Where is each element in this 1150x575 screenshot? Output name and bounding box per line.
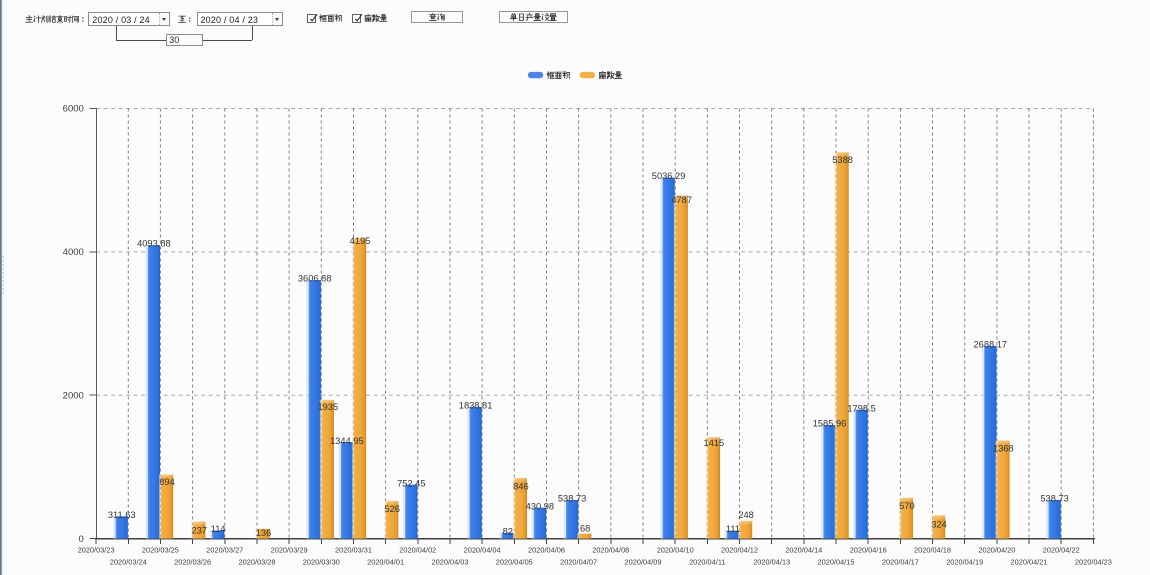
svg-text:1838.81: 1838.81: [459, 400, 493, 410]
svg-text:538.73: 538.73: [1040, 494, 1068, 504]
svg-text:3606.88: 3606.88: [298, 274, 332, 284]
svg-text:4093.88: 4093.88: [137, 239, 171, 249]
svg-text:2020/04/03: 2020/04/03: [432, 557, 469, 566]
svg-text:2020/04/04: 2020/04/04: [464, 545, 501, 554]
svg-text:894: 894: [159, 477, 175, 487]
svg-text:2020/04/12: 2020/04/12: [721, 545, 758, 554]
svg-text:846: 846: [513, 482, 529, 492]
svg-text:2020/03/27: 2020/03/27: [206, 545, 243, 554]
svg-text:1935: 1935: [317, 402, 338, 412]
svg-text:4787: 4787: [671, 195, 692, 205]
svg-text:136: 136: [256, 528, 272, 538]
svg-text:82: 82: [503, 526, 513, 536]
svg-text:111: 111: [726, 524, 740, 534]
svg-text:1585.96: 1585.96: [813, 419, 847, 429]
svg-text:526: 526: [384, 504, 400, 514]
svg-text:2020/04/13: 2020/04/13: [753, 557, 790, 566]
svg-text:2020/03/23: 2020/03/23: [78, 545, 115, 554]
svg-text:2020/04/21: 2020/04/21: [1011, 557, 1048, 566]
svg-text:752.45: 752.45: [397, 478, 425, 488]
svg-text:324: 324: [931, 520, 947, 530]
svg-text:2020/04/11: 2020/04/11: [689, 557, 725, 566]
svg-text:2020/04/23: 2020/04/23: [1075, 557, 1112, 566]
svg-text:570: 570: [899, 501, 915, 511]
svg-text:114: 114: [211, 524, 226, 534]
svg-text:248: 248: [738, 510, 754, 520]
svg-text:5036.29: 5036.29: [652, 171, 686, 181]
svg-text:2020/04/05: 2020/04/05: [496, 557, 533, 566]
svg-text:2020/03/30: 2020/03/30: [303, 557, 340, 566]
svg-text:2020/04/08: 2020/04/08: [592, 545, 629, 554]
svg-text:68: 68: [580, 523, 590, 533]
svg-text:430.98: 430.98: [526, 501, 554, 511]
svg-text:2020/04/01: 2020/04/01: [367, 557, 404, 566]
svg-text:4195: 4195: [350, 236, 371, 246]
svg-text:2020/04/09: 2020/04/09: [625, 557, 662, 566]
svg-text:2020/04/19: 2020/04/19: [946, 557, 983, 566]
svg-text:2020/04/02: 2020/04/02: [399, 545, 436, 554]
svg-text:2020/04/15: 2020/04/15: [818, 557, 855, 566]
svg-text:2020/04/22: 2020/04/22: [1043, 545, 1080, 554]
svg-text:2020/03/24: 2020/03/24: [110, 557, 147, 566]
svg-text:1368: 1368: [993, 444, 1014, 454]
svg-text:2688.17: 2688.17: [973, 340, 1007, 350]
svg-text:1798.5: 1798.5: [847, 403, 875, 413]
svg-text:2020/03/26: 2020/03/26: [174, 557, 211, 566]
svg-text:2020/04/07: 2020/04/07: [560, 557, 597, 566]
svg-text:2020/04/17: 2020/04/17: [882, 557, 919, 566]
svg-text:2020/04/20: 2020/04/20: [978, 545, 1015, 554]
svg-text:2020/04/16: 2020/04/16: [850, 545, 887, 554]
svg-text:2020/04/10: 2020/04/10: [657, 545, 694, 554]
svg-text:2020/03/31: 2020/03/31: [335, 545, 372, 554]
svg-text:2020/03/29: 2020/03/29: [271, 545, 308, 554]
svg-text:0: 0: [79, 534, 84, 545]
svg-text:237: 237: [191, 526, 207, 536]
svg-text:2020/03/28: 2020/03/28: [239, 557, 276, 566]
svg-text:4000: 4000: [63, 247, 84, 258]
svg-text:5388: 5388: [832, 155, 853, 165]
svg-text:2020/04/18: 2020/04/18: [914, 545, 951, 554]
svg-text:6000: 6000: [63, 104, 84, 115]
svg-text:1344.95: 1344.95: [330, 436, 364, 446]
svg-text:538.73: 538.73: [558, 494, 586, 504]
svg-text:2020/04/14: 2020/04/14: [785, 545, 822, 554]
svg-text:2000: 2000: [63, 390, 84, 401]
svg-text:1415: 1415: [704, 438, 725, 448]
svg-text:2020/04/06: 2020/04/06: [528, 545, 565, 554]
svg-text:2020/03/25: 2020/03/25: [142, 545, 179, 554]
svg-text:311.63: 311.63: [108, 510, 136, 520]
